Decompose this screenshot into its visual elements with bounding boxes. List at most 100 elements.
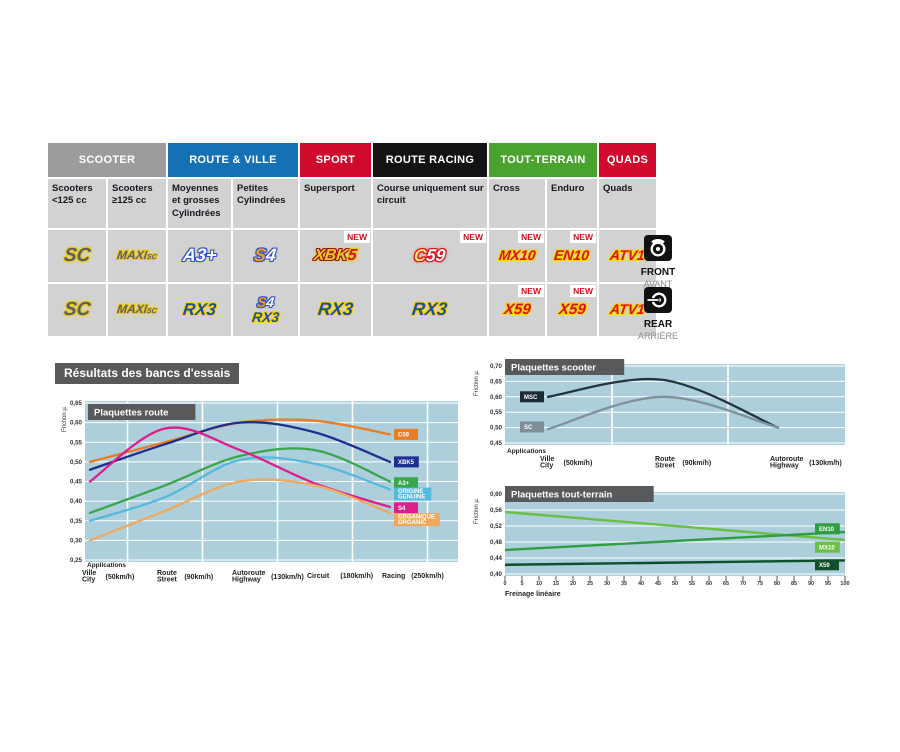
- svg-text:95: 95: [825, 581, 831, 587]
- front-cell-maxisc: MAXISC: [108, 230, 166, 282]
- logo-text: SC: [62, 298, 92, 320]
- logo-text: MAXI: [116, 302, 148, 317]
- svg-text:0,45: 0,45: [70, 479, 83, 486]
- svg-text:Plaquettes tout-terrain: Plaquettes tout-terrain: [511, 490, 613, 501]
- svg-text:(130km/h): (130km/h): [271, 574, 304, 581]
- product-logo-en10: EN10: [554, 247, 591, 263]
- legend-chip-sc: SC: [520, 421, 544, 433]
- y-axis-label: Friction µ: [62, 407, 68, 432]
- svg-text:Ville: Ville: [540, 456, 554, 463]
- product-logo-maxisc: MAXISC: [116, 248, 157, 263]
- svg-text:GENUINE: GENUINE: [398, 495, 425, 501]
- product-logo-a3: A3+: [181, 245, 218, 266]
- svg-text:0,50: 0,50: [490, 425, 503, 432]
- legend-chip-c59: C59: [394, 428, 418, 440]
- rear-cell-s4-rx3: S4 RX3: [233, 284, 298, 336]
- svg-text:70: 70: [740, 581, 746, 587]
- svg-text:Route: Route: [157, 570, 177, 577]
- svg-text:60: 60: [706, 581, 712, 587]
- front-cell-a3: A3+: [168, 230, 231, 282]
- svg-text:50: 50: [672, 581, 678, 587]
- series-line-sc: [546, 395, 780, 431]
- category-racing: Racing (250km/h): [382, 573, 444, 580]
- front-cell-mx10: NEW MX10: [489, 230, 545, 282]
- chart-plaquettes-route: 0,25 0,30 0,35 0,40 0,45 0,50 0,55 0,60 0,65Fric…: [62, 400, 458, 584]
- svg-text:0,60: 0,60: [70, 420, 83, 427]
- logo-text: MX10: [497, 247, 537, 264]
- svg-text:(130km/h): (130km/h): [809, 460, 842, 467]
- svg-text:City: City: [82, 577, 95, 584]
- svg-text:A3+: A3+: [398, 481, 410, 487]
- svg-text:0,45: 0,45: [490, 440, 503, 447]
- legend-chip-x59: X59: [815, 559, 839, 571]
- product-logo-xbk5: XBK5: [313, 247, 358, 265]
- column-header-scooters-125-cc: Scooters <125 cc: [48, 179, 106, 228]
- front-cell-en10: NEW EN10: [547, 230, 597, 282]
- x-axis-label: Applications: [507, 448, 546, 455]
- rear-cell-rx3: RX3: [300, 284, 371, 336]
- svg-text:Plaquettes scooter: Plaquettes scooter: [511, 363, 596, 374]
- svg-text:X59: X59: [819, 563, 830, 569]
- logo-text: SC: [146, 306, 158, 316]
- column-header-moyennes-et-grosses-cylindr-es: Moyennes et grosses Cylindrées: [168, 179, 231, 228]
- x-axis-label: Applications: [87, 562, 126, 569]
- group-header-route-ville: ROUTE & VILLE: [168, 143, 298, 177]
- front-cell-sc: SC: [48, 230, 106, 282]
- svg-text:Autoroute: Autoroute: [232, 570, 266, 577]
- series-line-organique-organic: [88, 478, 392, 542]
- front-cell-c59: NEW C59: [373, 230, 487, 282]
- logo-text: RX3: [181, 299, 218, 319]
- svg-text:75: 75: [757, 581, 763, 587]
- product-logo-s4: S4: [253, 245, 278, 266]
- svg-text:80: 80: [774, 581, 780, 587]
- svg-text:Highway: Highway: [770, 463, 799, 470]
- product-logo-rx3: RX3: [316, 299, 355, 320]
- group-header-route-racing: ROUTE RACING: [373, 143, 487, 177]
- svg-text:(50km/h): (50km/h): [564, 460, 593, 467]
- svg-text:0,56: 0,56: [490, 507, 503, 514]
- rear-disc-brake-icon: [644, 287, 672, 313]
- svg-text:S4: S4: [398, 506, 406, 512]
- product-logo-x59: X59: [558, 301, 587, 318]
- front-label: FRONT: [640, 267, 676, 278]
- svg-text:0,25: 0,25: [70, 557, 83, 564]
- svg-text:SC: SC: [524, 425, 533, 431]
- logo-text: 5: [346, 247, 358, 265]
- legend-chip-xbk5: XBK5: [394, 456, 419, 468]
- chart-plaquettes-tout-terrain: 0,40 0,44 0,48 0,52 0,56 0,60 Friction µ 0 5 10 15…: [474, 486, 850, 598]
- svg-text:0,40: 0,40: [70, 498, 83, 505]
- logo-text: MAXI: [116, 248, 148, 263]
- svg-text:EN10: EN10: [819, 527, 835, 533]
- new-badge: NEW: [570, 285, 596, 297]
- svg-text:C59: C59: [398, 433, 410, 439]
- svg-text:45: 45: [655, 581, 661, 587]
- plot-area: [505, 364, 845, 445]
- svg-text:0,55: 0,55: [70, 439, 83, 446]
- product-logo-s4: S4: [256, 294, 275, 310]
- svg-text:(90km/h): (90km/h): [184, 574, 213, 581]
- series-line-en10: [504, 530, 846, 552]
- svg-text:15: 15: [553, 581, 559, 587]
- svg-text:ORGANIQUE: ORGANIQUE: [398, 515, 435, 521]
- series-line-x59: [504, 559, 846, 566]
- logo-text: A3+: [181, 245, 218, 266]
- front-cell-xbk5: NEW XBK5: [300, 230, 371, 282]
- svg-text:5: 5: [520, 581, 523, 587]
- logo-text: RX3: [316, 299, 355, 320]
- column-header-scooters-125-cc: Scooters ≥125 cc: [108, 179, 166, 228]
- svg-text:0,48: 0,48: [490, 539, 503, 546]
- front-sublabel: AVANT: [643, 279, 673, 289]
- y-axis-label: Friction µ: [474, 371, 480, 396]
- group-header-sport: SPORT: [300, 143, 371, 177]
- series-line-msc: [546, 377, 780, 429]
- logo-text: SC: [62, 244, 92, 266]
- svg-text:Circuit: Circuit: [307, 573, 330, 580]
- svg-text:0: 0: [503, 581, 506, 587]
- svg-text:Highway: Highway: [232, 577, 261, 584]
- new-badge: NEW: [518, 285, 544, 297]
- product-logo-rx3: RX3: [181, 299, 218, 319]
- svg-text:ORIGINE: ORIGINE: [398, 489, 423, 495]
- logo-text: 4: [265, 245, 278, 266]
